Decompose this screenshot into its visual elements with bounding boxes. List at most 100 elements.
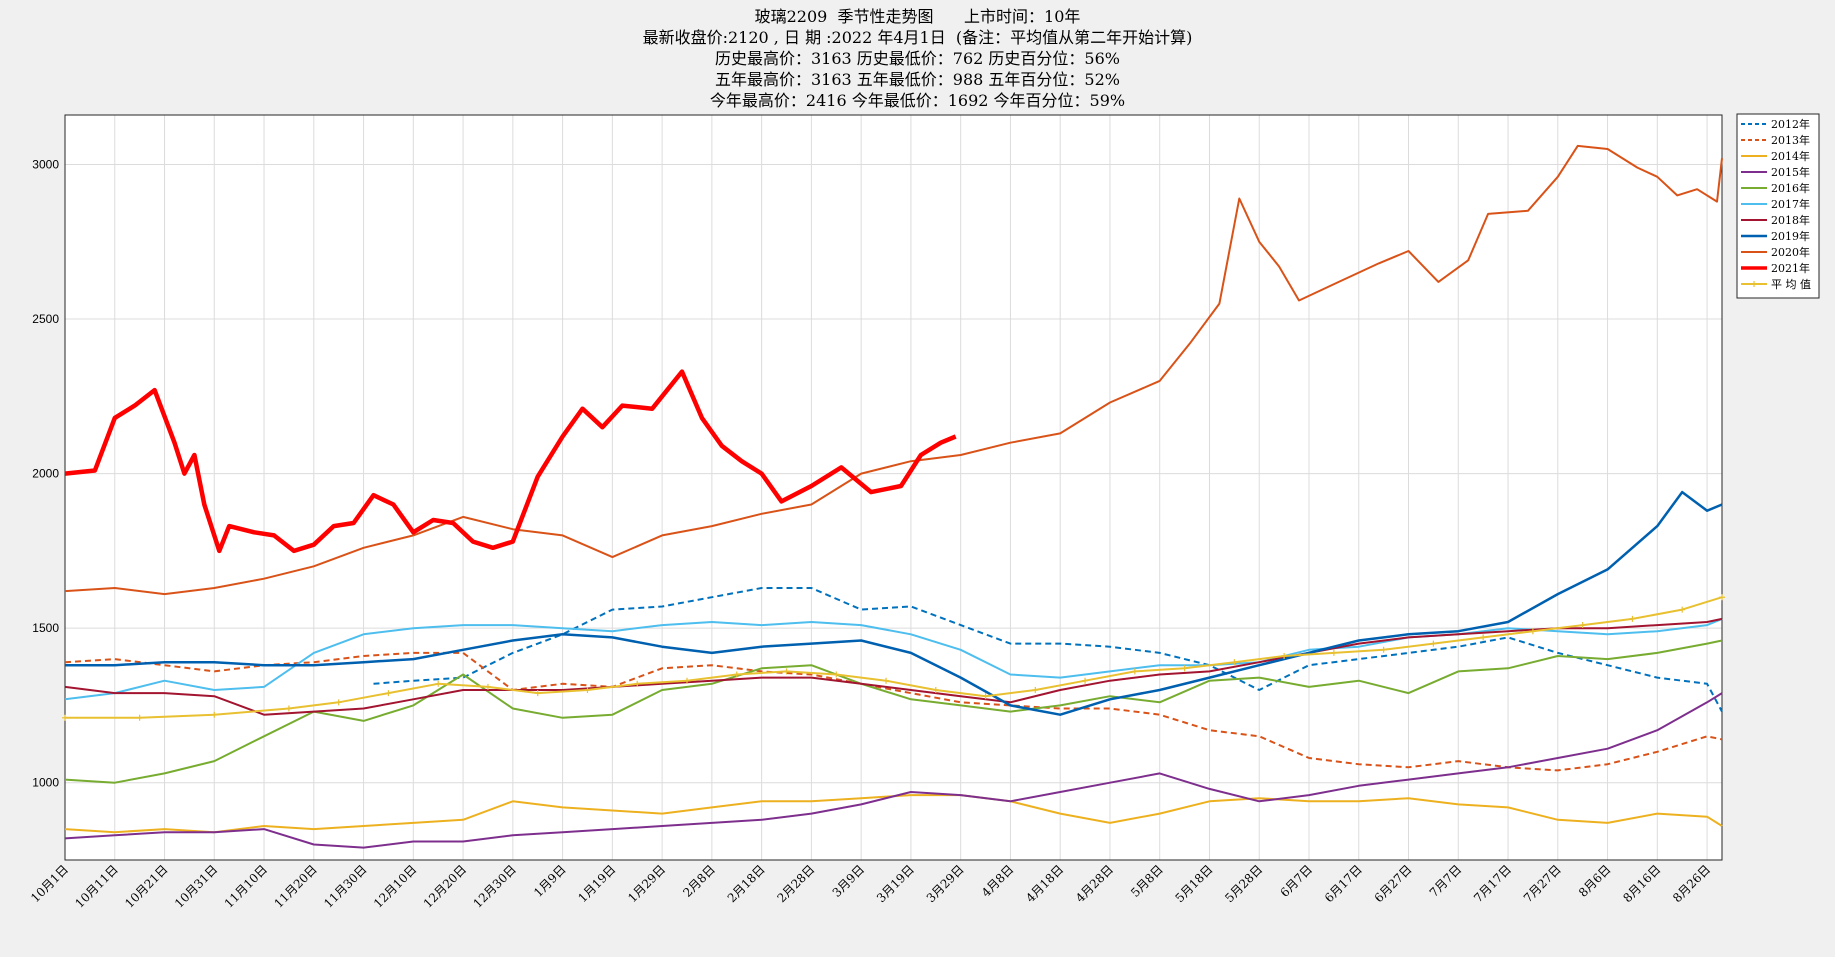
- x-tick-label: 3月9日: [830, 862, 868, 900]
- x-tick-label: 4月28日: [1073, 862, 1116, 905]
- x-tick-label: 5月18日: [1173, 862, 1216, 905]
- x-tick-label: 6月17日: [1322, 862, 1365, 905]
- x-tick-label: 4月18日: [1023, 862, 1066, 905]
- series-marker: [1719, 594, 1725, 601]
- series-marker: [1480, 634, 1487, 641]
- legend-label: 2014年: [1771, 149, 1810, 163]
- series-marker: [1181, 665, 1188, 672]
- legend-label: 平 均 值: [1771, 278, 1811, 291]
- series-marker: [1330, 649, 1337, 656]
- series-marker: [335, 699, 342, 706]
- series-marker: [634, 680, 641, 687]
- x-tick-label: 2月18日: [725, 862, 768, 905]
- series-marker: [1281, 652, 1288, 659]
- series-line: [64, 692, 1723, 849]
- legend-label: 2012年: [1771, 117, 1810, 131]
- series-line: [64, 651, 1723, 772]
- series-line: [65, 490, 1723, 716]
- x-tick-label: 11月20日: [271, 862, 319, 910]
- x-tick-label: 4月8日: [979, 862, 1017, 900]
- x-tick-label: 12月30日: [470, 862, 518, 910]
- series-marker: [211, 711, 218, 718]
- x-tick-label: 7月27日: [1521, 862, 1564, 905]
- x-tick-label: 2月8日: [680, 862, 718, 900]
- series-marker: [136, 714, 143, 721]
- y-tick-label: 2500: [32, 312, 59, 326]
- legend-label: 2016年: [1771, 181, 1810, 195]
- y-tick-label: 1500: [32, 621, 59, 635]
- chart-subtitle-five-year: 五年最高价：3163 五年最低价：988 五年百分位：52%: [715, 70, 1120, 89]
- series-marker: [783, 668, 790, 675]
- x-tick-label: 10月1日: [28, 862, 71, 905]
- series-marker: [62, 714, 68, 721]
- chart-title-block: 玻璃2209 季节性走势图 上市时间：10年 最新收盘价:2120 , 日 期 …: [0, 6, 1835, 111]
- series-marker: [435, 680, 442, 687]
- series-marker: [1231, 659, 1238, 666]
- series-marker: [1380, 646, 1387, 653]
- x-tick-label: 7月17日: [1471, 862, 1514, 905]
- plot-frame: [64, 114, 1723, 861]
- series-marker: [932, 686, 939, 693]
- series-marker: [484, 683, 491, 690]
- series-marker: [833, 671, 840, 678]
- series-marker: [1032, 686, 1039, 693]
- series-marker: [1579, 622, 1586, 629]
- legend-label: 2019年: [1771, 229, 1810, 243]
- x-tick-label: 3月19日: [874, 862, 917, 905]
- chart-subtitle-latest-close: 最新收盘价:2120 , 日 期 :2022 年4月1日 (备注：平均值从第二年…: [642, 28, 1193, 47]
- x-tick-label: 12月20日: [421, 862, 469, 910]
- series-marker: [883, 677, 890, 684]
- x-tick-label: 1月9日: [531, 862, 569, 900]
- series-line: [373, 587, 1723, 713]
- series-line: [64, 369, 957, 554]
- x-tick-label: 6月27日: [1372, 862, 1415, 905]
- series-marker: [1629, 615, 1636, 622]
- x-tick-label: 11月10日: [222, 862, 270, 910]
- x-tick-label: 6月7日: [1277, 862, 1315, 900]
- y-tick-label: 2000: [32, 467, 59, 481]
- series-line: [64, 144, 1723, 596]
- x-tick-label: 3月29日: [924, 862, 967, 905]
- series-marker: [534, 690, 541, 697]
- legend-label: 2017年: [1771, 197, 1810, 211]
- series-marker: [982, 693, 989, 700]
- series-marker: [1131, 668, 1138, 675]
- series-marker: [1082, 677, 1089, 684]
- legend-label: 2015年: [1771, 165, 1810, 179]
- series-marker: [385, 690, 392, 697]
- x-tick-label: 1月19日: [575, 862, 618, 905]
- series-marker: [683, 677, 690, 684]
- x-tick-label: 8月26日: [1670, 862, 1713, 905]
- legend-label: 2020年: [1771, 245, 1810, 259]
- series-line: [64, 617, 1723, 716]
- x-tick-label: 8月6日: [1576, 862, 1614, 900]
- x-tick-label: 12月10日: [371, 862, 419, 910]
- y-tick-label: 1000: [32, 776, 59, 790]
- chart-title: 玻璃2209 季节性走势图 上市时间：10年: [754, 7, 1081, 26]
- x-tick-label: 10月11日: [72, 862, 120, 910]
- x-tick-label: 1月29日: [625, 862, 668, 905]
- series-line: [64, 794, 1723, 834]
- series-marker: [1679, 606, 1686, 613]
- chart-subtitle-this-year: 今年最高价：2416 今年最低价：1692 今年百分位：59%: [709, 91, 1126, 110]
- legend: 2012年 2013年 2014年 2015年 2016年 2017年 2018年 2019年…: [1736, 113, 1820, 299]
- series-lines: [62, 144, 1725, 849]
- legend-label: 2013年: [1771, 133, 1810, 147]
- x-tick-label: 7月7日: [1427, 862, 1465, 900]
- x-tick-label: 5月28日: [1222, 862, 1265, 905]
- y-tick-label: 3000: [32, 157, 59, 171]
- legend-label: 2021年: [1771, 261, 1810, 275]
- chart-subtitle-history: 历史最高价：3163 历史最低价：762 历史百分位：56%: [715, 49, 1120, 68]
- legend-marker: [1751, 281, 1757, 287]
- x-tick-label: 10月31日: [172, 862, 220, 910]
- x-tick-label: 5月8日: [1128, 862, 1166, 900]
- series-marker: [285, 705, 292, 712]
- series-marker: [584, 686, 591, 693]
- x-tick-label: 2月28日: [774, 862, 817, 905]
- series-line: [64, 639, 1723, 784]
- series-marker: [1430, 640, 1437, 647]
- series-marker: [733, 671, 740, 678]
- legend-label: 2018年: [1771, 213, 1810, 227]
- x-tick-label: 10月21日: [122, 862, 170, 910]
